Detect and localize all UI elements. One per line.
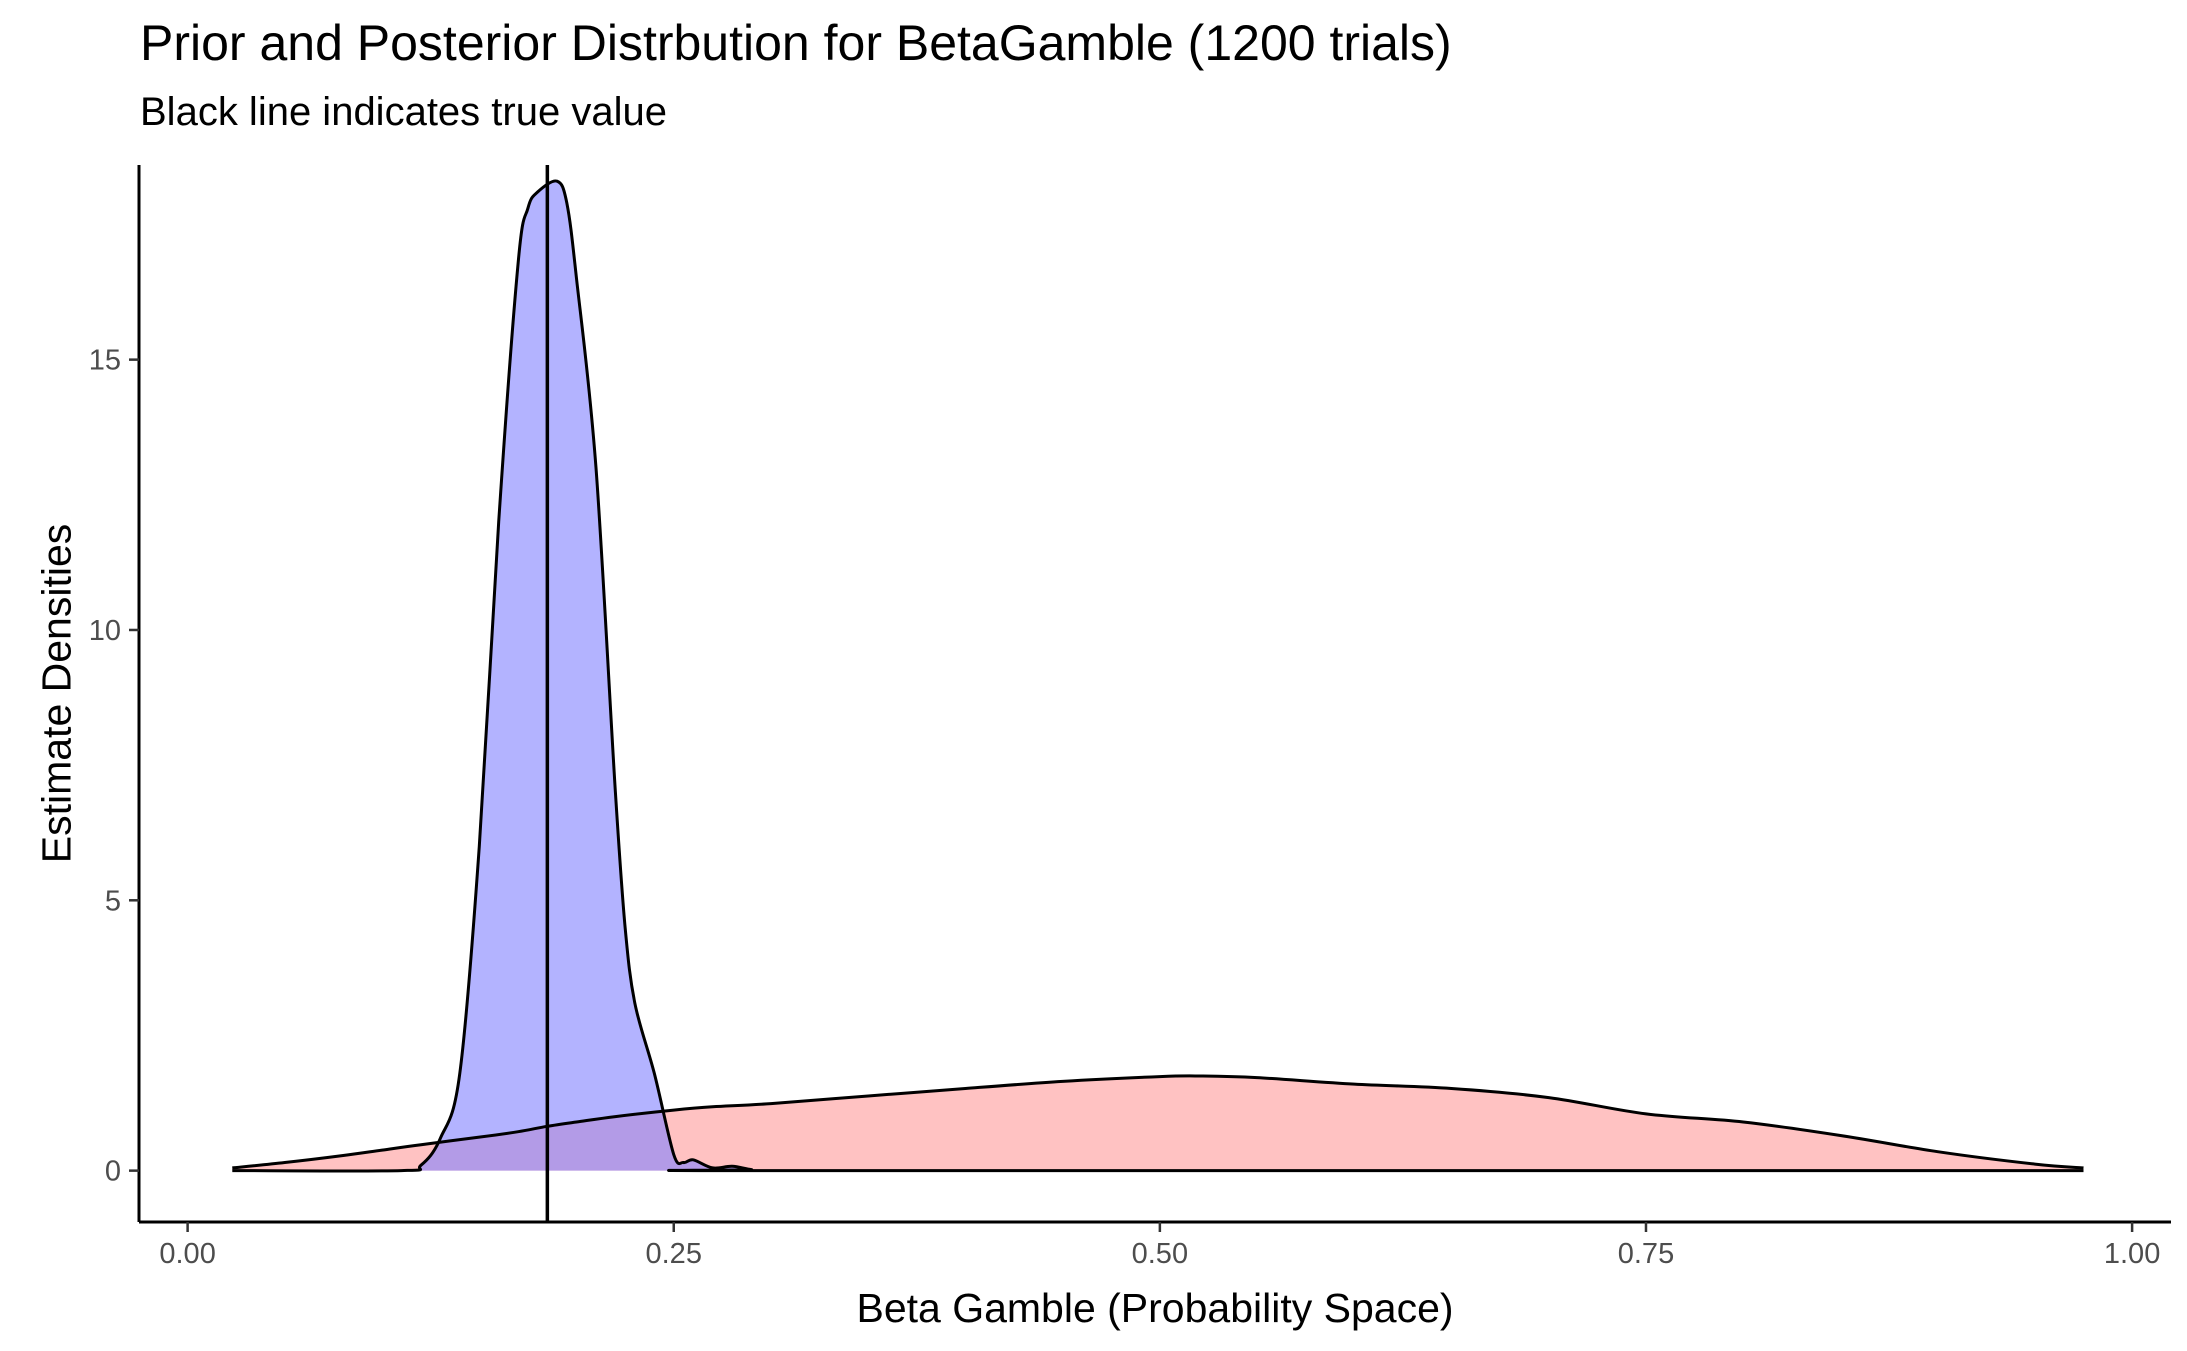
chart-subtitle: Black line indicates true value [140,90,667,134]
density-areas [232,180,2084,1172]
y-tick-label: 0 [105,1156,121,1188]
y-tick-label: 5 [105,885,121,917]
x-tick-label: 1.00 [2104,1238,2160,1270]
ticks: 0.00 0.25 0.50 0.75 1.00 0 5 10 15 [89,345,2161,1270]
x-tick-label: 0.25 [646,1238,702,1270]
axes [137,165,2171,1224]
density-area-2 [232,180,2084,1172]
chart-title: Prior and Posterior Distrbution for Beta… [140,15,1452,71]
density-area-1 [232,1075,2084,1171]
x-tick-label: 0.50 [1132,1238,1188,1270]
density-curve-2 [232,179,2084,1173]
x-tick-label: 0.75 [1618,1238,1674,1270]
y-axis-title: Estimate Densities [33,524,79,864]
density-curve-1 [232,1074,2084,1170]
density-outlines [232,179,2084,1173]
x-axis-title: Beta Gamble (Probability Space) [856,1285,1453,1331]
x-tick-label: 0.00 [159,1238,215,1270]
y-tick-label: 10 [89,615,121,647]
y-tick-label: 15 [89,345,121,377]
